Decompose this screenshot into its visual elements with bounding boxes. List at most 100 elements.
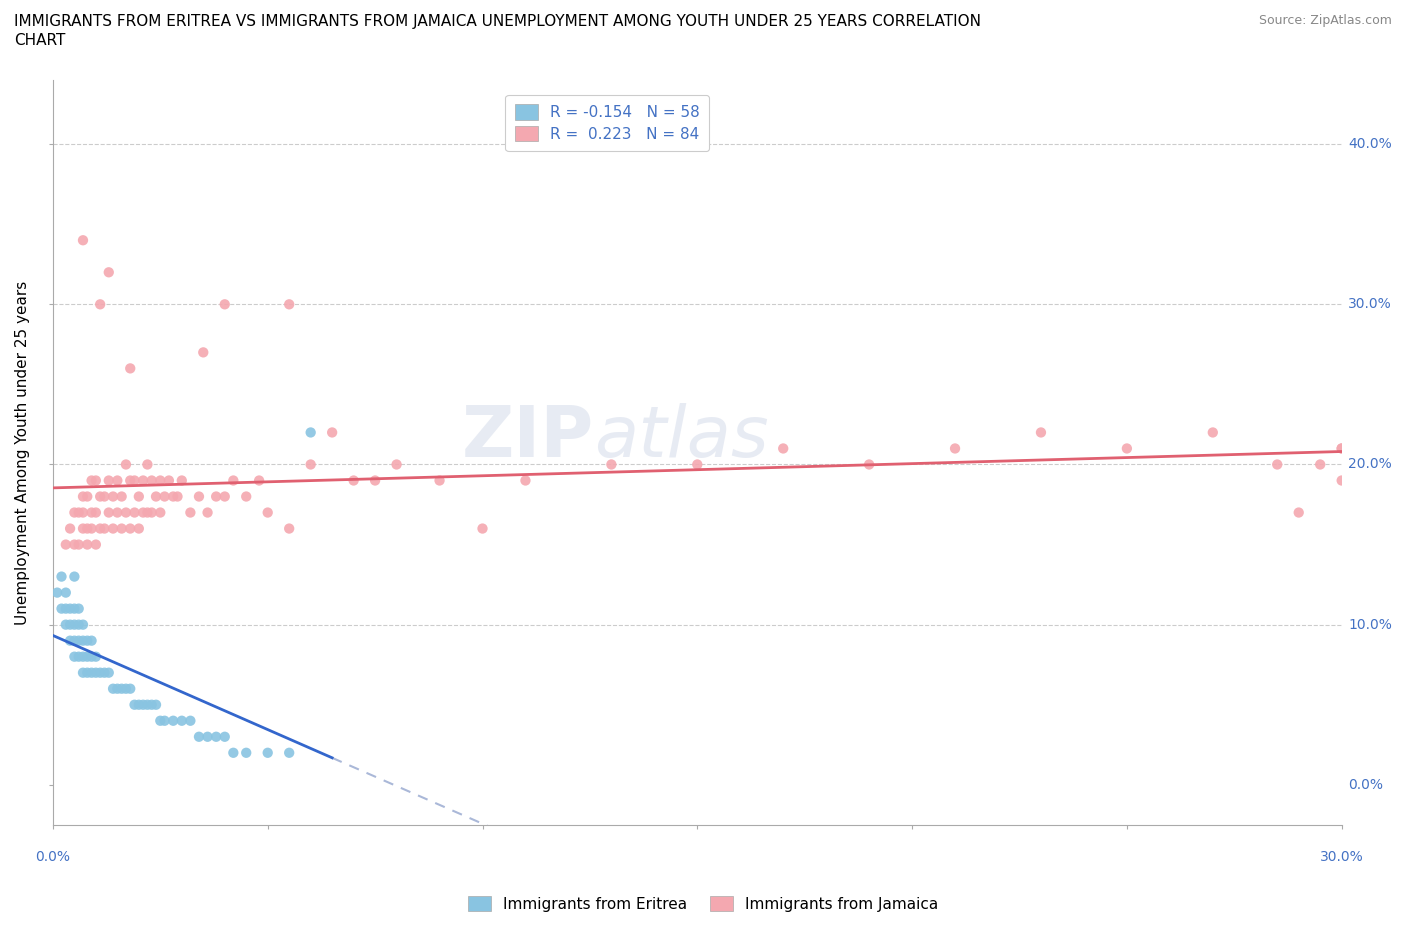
Point [429,473,451,488]
Point [141,698,163,712]
Point [124,698,146,712]
Point [51,601,73,616]
Point [188,729,211,744]
Point [72,505,94,520]
Point [128,489,150,504]
Point [162,489,184,504]
Point [299,457,322,472]
Point [89,521,111,536]
Point [111,521,134,536]
Point [197,729,219,744]
Point [67,649,90,664]
Legend: R = -0.154   N = 58, R =  0.223   N = 84: R = -0.154 N = 58, R = 0.223 N = 84 [506,95,709,151]
Point [63,601,86,616]
Point [214,489,236,504]
Point [76,633,98,648]
Point [76,649,98,664]
Point [120,361,142,376]
Point [115,457,138,472]
Point [80,649,103,664]
Point [84,538,107,552]
Point [84,473,107,488]
Point [179,505,201,520]
Point [101,521,124,536]
Point [214,297,236,312]
Point [80,473,103,488]
Point [67,618,90,632]
Point [105,505,128,520]
Point [188,489,211,504]
Point [149,473,172,488]
Point [247,473,270,488]
Point [686,457,709,472]
Point [149,505,172,520]
Point [93,489,115,504]
Point [321,425,343,440]
Point [101,489,124,504]
Text: 10.0%: 10.0% [1348,618,1392,631]
Point [97,265,120,280]
Point [67,633,90,648]
Point [89,489,111,504]
Point [136,505,159,520]
Point [385,457,408,472]
Point [63,538,86,552]
Point [170,713,193,728]
Point [59,618,82,632]
Point [515,473,537,488]
Point [128,698,150,712]
Text: 20.0%: 20.0% [1348,458,1392,472]
Point [89,297,111,312]
Point [80,665,103,680]
Point [105,473,128,488]
Point [858,457,880,472]
Point [205,489,228,504]
Point [80,633,103,648]
Text: 30.0%: 30.0% [1320,850,1364,864]
Point [124,473,146,488]
Point [76,521,98,536]
Point [364,473,387,488]
Point [97,665,120,680]
Point [67,538,90,552]
Point [170,473,193,488]
Point [197,505,219,520]
Point [1288,505,1310,520]
Point [235,745,257,760]
Point [55,538,77,552]
Point [80,521,103,536]
Point [97,505,120,520]
Point [141,505,163,520]
Point [132,698,155,712]
Text: IMMIGRANTS FROM ERITREA VS IMMIGRANTS FROM JAMAICA UNEMPLOYMENT AMONG YOUTH UNDE: IMMIGRANTS FROM ERITREA VS IMMIGRANTS FR… [14,14,981,29]
Point [157,473,180,488]
Point [89,665,111,680]
Point [124,505,146,520]
Point [1115,441,1137,456]
Point [222,745,245,760]
Point [84,649,107,664]
Point [600,457,623,472]
Point [63,633,86,648]
Point [76,538,98,552]
Point [63,505,86,520]
Text: 0.0%: 0.0% [1348,777,1384,791]
Point [72,633,94,648]
Point [59,633,82,648]
Point [80,505,103,520]
Legend: Immigrants from Eritrea, Immigrants from Jamaica: Immigrants from Eritrea, Immigrants from… [461,889,945,918]
Point [141,473,163,488]
Point [46,585,69,600]
Point [343,473,366,488]
Point [111,489,134,504]
Point [51,569,73,584]
Point [101,682,124,697]
Point [72,649,94,664]
Point [105,682,128,697]
Text: atlas: atlas [595,403,769,472]
Point [63,618,86,632]
Point [84,505,107,520]
Point [222,473,245,488]
Point [278,745,301,760]
Point [72,489,94,504]
